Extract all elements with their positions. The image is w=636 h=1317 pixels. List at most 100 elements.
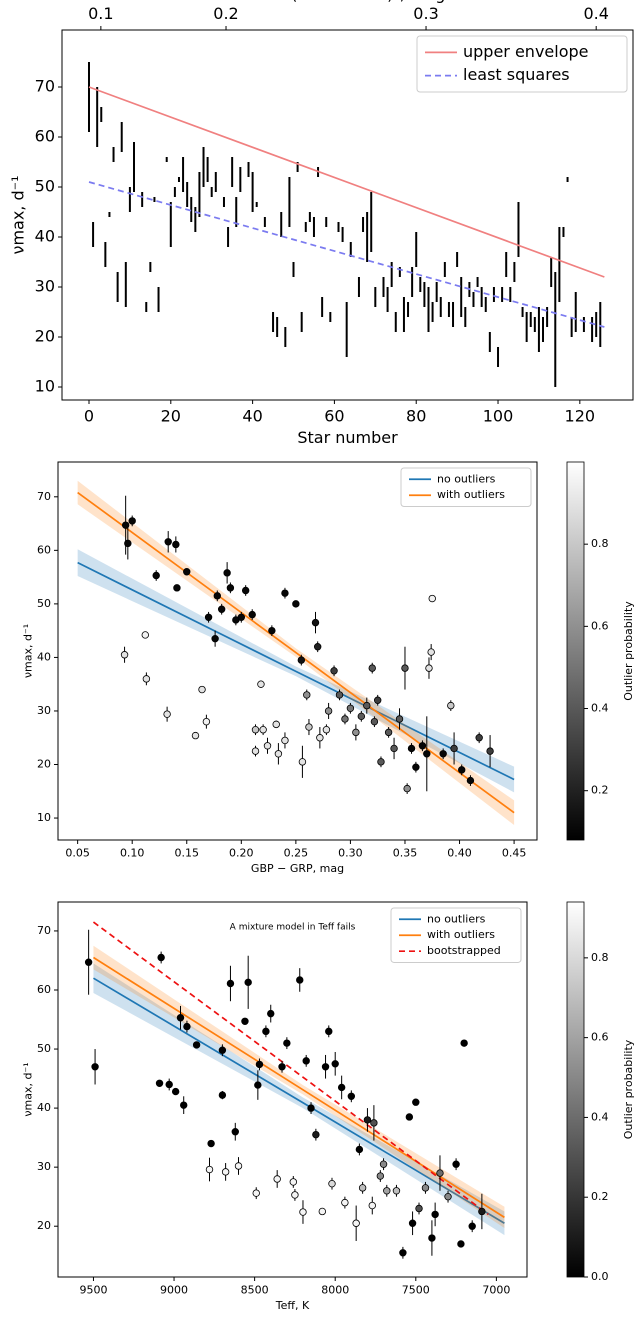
data-point	[226, 584, 235, 592]
y-tick-label: 50	[35, 177, 55, 196]
plot-area	[77, 480, 515, 826]
fit-line	[93, 977, 505, 1224]
data-point	[257, 680, 265, 688]
data-point	[218, 1091, 227, 1099]
x-tick-label: 100	[483, 407, 514, 426]
data-point	[248, 610, 256, 619]
data-point	[447, 701, 455, 710]
x-tick-label: 0.40	[447, 847, 472, 860]
data-point	[303, 691, 311, 699]
x-tick-label: 0.30	[338, 847, 363, 860]
x-tick-label: 8500	[241, 1284, 269, 1297]
data-point	[399, 1249, 407, 1257]
data-point	[383, 1187, 391, 1195]
x2-tick-label: 0.4	[583, 4, 608, 23]
data-point	[268, 626, 276, 635]
x2-tick-label: 0.1	[88, 4, 113, 23]
data-point	[346, 704, 355, 712]
colorbar	[566, 901, 585, 1278]
x-tick-label: 60	[324, 407, 344, 426]
legend-label: with outliers	[427, 928, 495, 941]
y-tick-label: 20	[35, 327, 55, 346]
colorbar-tick-label: 0.8	[591, 537, 609, 550]
data-point	[405, 1113, 414, 1121]
data-point	[452, 1160, 460, 1168]
data-point	[272, 720, 280, 729]
data-point	[176, 1014, 185, 1022]
data-point	[328, 1179, 336, 1188]
colorbar	[566, 461, 585, 841]
plot-area	[84, 921, 505, 1259]
axes-frame	[57, 901, 528, 1278]
data-point	[363, 1116, 372, 1124]
data-point	[313, 643, 322, 651]
legend-label: least squares	[463, 65, 570, 84]
data-point	[408, 1219, 417, 1227]
data-point	[278, 1063, 286, 1071]
data-point	[392, 1187, 401, 1195]
legend-label: upper envelope	[463, 42, 589, 61]
data-point	[468, 1222, 476, 1230]
data-point	[428, 1234, 436, 1242]
data-point	[377, 758, 385, 766]
fit-line	[77, 491, 515, 814]
data-point	[283, 1039, 291, 1047]
data-point	[204, 613, 213, 621]
data-point	[221, 1168, 230, 1176]
data-point	[234, 1162, 243, 1170]
x-tick-label: 0	[84, 407, 94, 426]
data-point	[273, 1175, 281, 1183]
plot-area	[87, 62, 605, 387]
data-point	[355, 1145, 364, 1154]
data-point	[478, 1207, 486, 1216]
data-point	[205, 1165, 214, 1174]
data-point	[307, 1104, 315, 1112]
data-point	[302, 1057, 310, 1065]
y-tick-label: 60	[37, 543, 51, 556]
data-point	[368, 664, 376, 672]
data-point	[173, 584, 181, 592]
y-tick-label: 70	[37, 924, 51, 937]
data-point	[390, 744, 398, 753]
fit-line	[88, 86, 605, 278]
data-point	[379, 1160, 388, 1168]
data-point	[370, 1119, 378, 1127]
y-tick-label: 70	[37, 490, 51, 503]
annotation: A mixture model in Teff fails	[230, 923, 356, 933]
legend-box	[400, 467, 532, 507]
data-point	[211, 634, 219, 643]
data-point	[128, 517, 136, 525]
x-tick-label: 0.10	[120, 847, 145, 860]
data-point	[121, 521, 130, 529]
data-point	[142, 675, 151, 683]
data-point	[255, 1060, 264, 1069]
data-point	[321, 1063, 330, 1071]
x-tick-label: 9500	[79, 1284, 107, 1297]
fit-line	[92, 921, 489, 1216]
y-tick-label: 70	[35, 77, 55, 96]
data-point	[384, 728, 393, 737]
y-tick-label: 30	[35, 277, 55, 296]
data-point	[281, 589, 289, 597]
axes-frame	[57, 461, 538, 841]
data-point	[439, 750, 447, 758]
data-point	[299, 1208, 307, 1216]
colorbar-label: Outlier probability	[622, 1039, 635, 1139]
data-point	[341, 715, 349, 723]
data-point	[91, 1063, 99, 1071]
y-tick-label: 20	[37, 1219, 51, 1232]
legend-label: no outliers	[437, 472, 496, 485]
data-point	[341, 1198, 349, 1207]
data-point	[368, 1201, 376, 1210]
x-tick-label: 7500	[402, 1284, 430, 1297]
x-tick-label: 20	[161, 407, 181, 426]
legend-label: bootstrapped	[427, 944, 501, 957]
data-point	[226, 979, 235, 988]
data-point	[337, 1083, 346, 1092]
y-tick-label: 50	[37, 1042, 51, 1055]
data-point	[267, 1009, 275, 1018]
data-point	[207, 1139, 215, 1148]
axes-frame	[61, 29, 634, 401]
x-tick-label: 7000	[482, 1284, 510, 1297]
